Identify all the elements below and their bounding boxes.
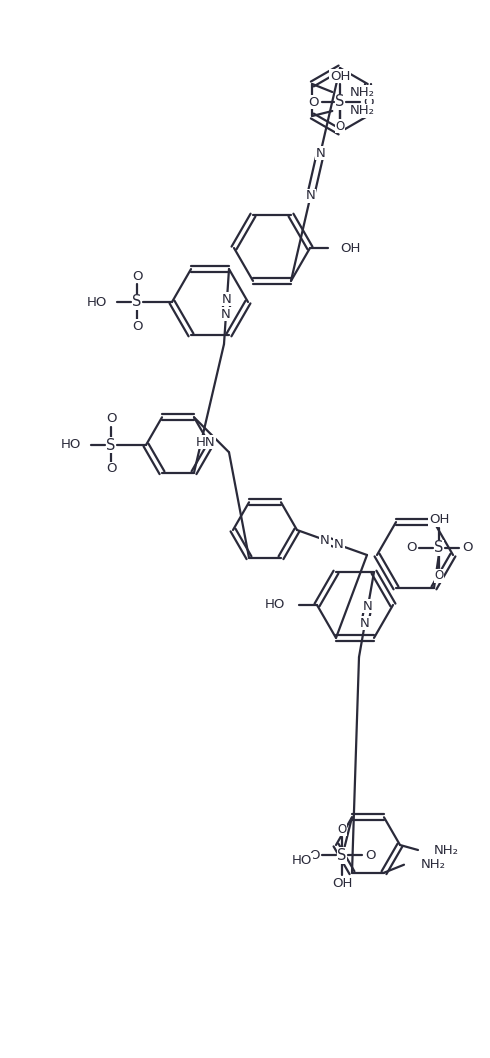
Text: NH₂: NH₂ (421, 858, 446, 871)
Text: NH₂: NH₂ (349, 86, 374, 98)
Text: O: O (462, 542, 472, 554)
Text: O: O (132, 270, 142, 282)
Text: NH₂: NH₂ (434, 843, 459, 857)
Text: N: N (221, 308, 231, 321)
Text: O: O (406, 542, 416, 554)
Text: N: N (306, 189, 316, 202)
Text: S: S (337, 847, 347, 862)
Text: N: N (334, 539, 344, 551)
Text: O: O (132, 320, 142, 332)
Text: N: N (222, 293, 232, 306)
Text: OH: OH (330, 70, 350, 83)
Text: HO: HO (292, 854, 312, 867)
Text: N: N (360, 617, 370, 630)
Text: HO: HO (87, 295, 107, 309)
Text: O: O (434, 569, 443, 582)
Text: N: N (316, 147, 325, 160)
Text: N: N (320, 533, 330, 547)
Text: O: O (365, 849, 375, 862)
Text: OH: OH (340, 241, 360, 255)
Text: NH₂: NH₂ (349, 105, 374, 117)
Text: HO: HO (265, 599, 285, 612)
Text: HO: HO (61, 438, 81, 452)
Text: N: N (363, 600, 373, 613)
Text: S: S (132, 294, 142, 310)
Text: S: S (434, 541, 443, 555)
Text: S: S (335, 94, 344, 109)
Text: O: O (309, 849, 319, 862)
Text: O: O (335, 120, 344, 132)
Text: HN: HN (196, 436, 216, 449)
Text: O: O (338, 823, 346, 836)
Text: OH: OH (332, 877, 352, 890)
Text: S: S (106, 438, 116, 453)
Text: O: O (106, 413, 116, 425)
Text: O: O (106, 462, 116, 475)
Text: O: O (363, 95, 373, 109)
Text: OH: OH (429, 513, 449, 527)
Text: O: O (308, 95, 318, 109)
